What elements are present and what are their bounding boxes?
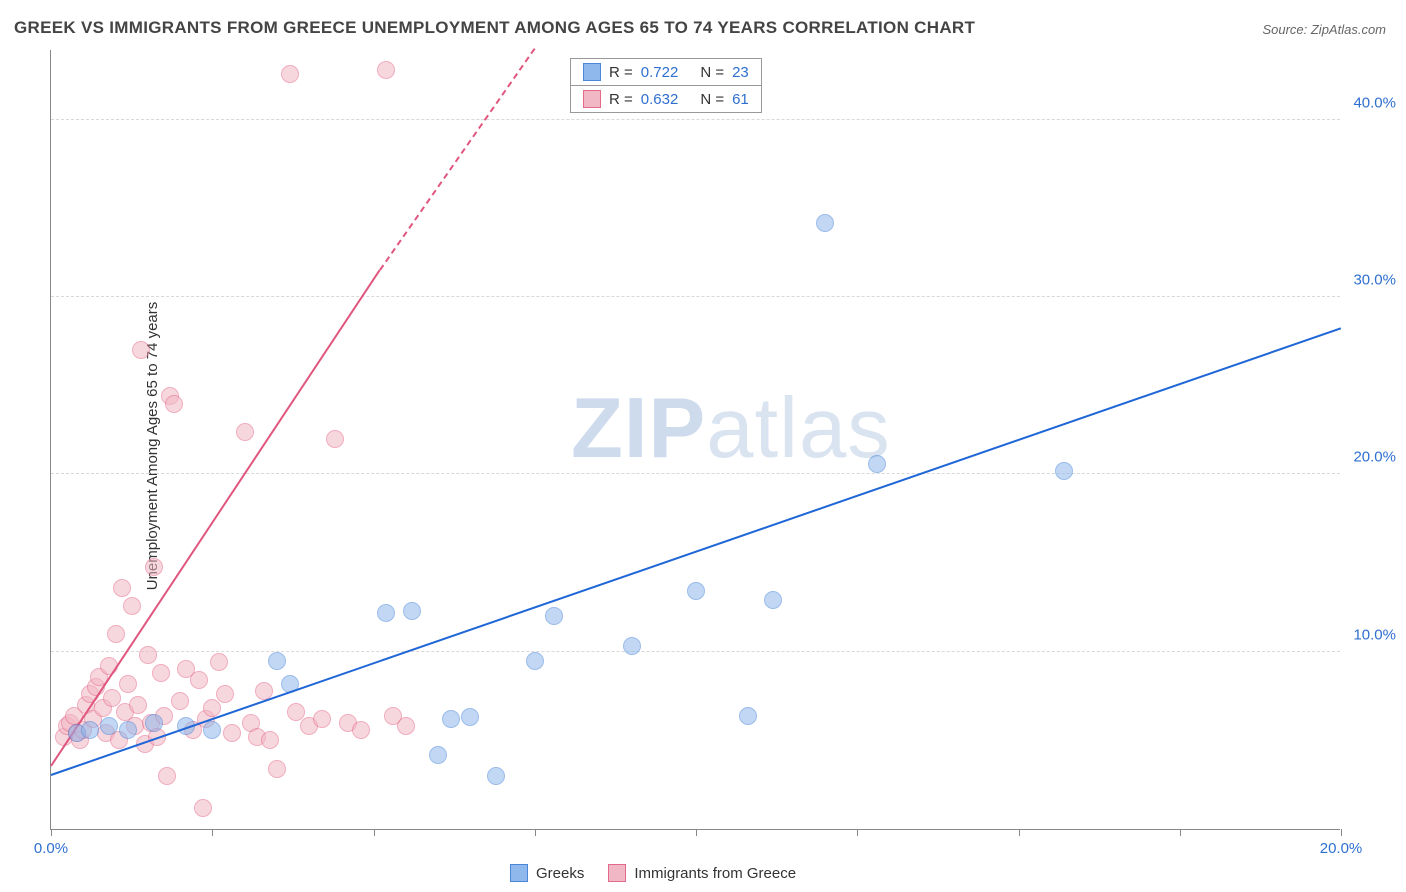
data-point-greeks <box>526 652 544 670</box>
y-tick-label: 40.0% <box>1353 94 1396 111</box>
data-point-greeks <box>623 637 641 655</box>
watermark-light: atlas <box>706 381 891 476</box>
gridline <box>51 651 1340 652</box>
data-point-greeks <box>764 591 782 609</box>
y-tick-label: 10.0% <box>1353 626 1396 643</box>
data-point-immigrants <box>132 341 150 359</box>
legend-r-label: R = <box>609 64 633 81</box>
x-tick <box>374 829 375 836</box>
x-tick-label: 0.0% <box>34 840 68 857</box>
chart-title: GREEK VS IMMIGRANTS FROM GREECE UNEMPLOY… <box>14 18 975 38</box>
x-tick <box>696 829 697 836</box>
data-point-greeks <box>816 214 834 232</box>
source-label: Source: ZipAtlas.com <box>1262 22 1386 37</box>
y-tick-label: 20.0% <box>1353 449 1396 466</box>
plot-area: ZIPatlas 10.0%20.0%30.0%40.0%0.0%20.0% <box>50 50 1340 830</box>
legend-n-label: N = <box>700 91 724 108</box>
data-point-greeks <box>403 602 421 620</box>
data-point-greeks <box>868 455 886 473</box>
watermark-bold: ZIP <box>571 381 706 476</box>
legend-item-immigrants: Immigrants from Greece <box>608 864 796 882</box>
data-point-immigrants <box>165 395 183 413</box>
legend-r-value: 0.632 <box>641 91 679 108</box>
data-point-immigrants <box>281 65 299 83</box>
data-point-greeks <box>487 767 505 785</box>
legend-label: Immigrants from Greece <box>634 865 796 882</box>
legend-item-greeks: Greeks <box>510 864 584 882</box>
data-point-immigrants <box>236 423 254 441</box>
data-point-greeks <box>429 746 447 764</box>
data-point-immigrants <box>261 731 279 749</box>
x-tick <box>212 829 213 836</box>
legend-stats: R = 0.722 N = 23 R = 0.632 N = 61 <box>570 58 762 113</box>
data-point-immigrants <box>152 664 170 682</box>
data-point-immigrants <box>313 710 331 728</box>
legend-swatch <box>510 864 528 882</box>
x-tick-label: 20.0% <box>1320 840 1363 857</box>
data-point-immigrants <box>129 696 147 714</box>
legend-swatch <box>608 864 626 882</box>
data-point-greeks <box>119 721 137 739</box>
data-point-immigrants <box>397 717 415 735</box>
data-point-immigrants <box>113 579 131 597</box>
data-point-greeks <box>739 707 757 725</box>
x-tick <box>1180 829 1181 836</box>
x-tick <box>51 829 52 836</box>
legend-stats-row-greeks: R = 0.722 N = 23 <box>571 59 761 85</box>
data-point-greeks <box>145 714 163 732</box>
data-point-immigrants <box>268 760 286 778</box>
data-point-greeks <box>442 710 460 728</box>
legend-swatch <box>583 63 601 81</box>
data-point-greeks <box>268 652 286 670</box>
gridline <box>51 296 1340 297</box>
data-point-greeks <box>203 721 221 739</box>
data-point-greeks <box>461 708 479 726</box>
legend-stats-row-immigrants: R = 0.632 N = 61 <box>571 85 761 112</box>
trend-line-dash-immigrants <box>379 47 535 270</box>
data-point-greeks <box>100 717 118 735</box>
data-point-immigrants <box>123 597 141 615</box>
legend-swatch <box>583 90 601 108</box>
y-tick-label: 30.0% <box>1353 272 1396 289</box>
x-tick <box>1019 829 1020 836</box>
x-tick <box>857 829 858 836</box>
data-point-immigrants <box>145 558 163 576</box>
data-point-greeks <box>377 604 395 622</box>
legend-n-value: 23 <box>732 64 749 81</box>
data-point-immigrants <box>326 430 344 448</box>
data-point-immigrants <box>216 685 234 703</box>
data-point-immigrants <box>223 724 241 742</box>
data-point-greeks <box>545 607 563 625</box>
data-point-greeks <box>81 721 99 739</box>
data-point-immigrants <box>210 653 228 671</box>
data-point-immigrants <box>119 675 137 693</box>
legend-n-value: 61 <box>732 91 749 108</box>
trend-line-greeks <box>51 327 1342 776</box>
watermark: ZIPatlas <box>571 380 891 478</box>
legend-label: Greeks <box>536 865 584 882</box>
legend-r-label: R = <box>609 91 633 108</box>
x-tick <box>1341 829 1342 836</box>
legend-n-label: N = <box>700 64 724 81</box>
legend-r-value: 0.722 <box>641 64 679 81</box>
data-point-immigrants <box>194 799 212 817</box>
x-tick <box>535 829 536 836</box>
data-point-immigrants <box>107 625 125 643</box>
legend-series: Greeks Immigrants from Greece <box>510 864 796 882</box>
data-point-immigrants <box>352 721 370 739</box>
data-point-immigrants <box>171 692 189 710</box>
data-point-immigrants <box>139 646 157 664</box>
data-point-immigrants <box>377 61 395 79</box>
gridline <box>51 119 1340 120</box>
data-point-greeks <box>1055 462 1073 480</box>
data-point-immigrants <box>190 671 208 689</box>
data-point-immigrants <box>158 767 176 785</box>
data-point-greeks <box>687 582 705 600</box>
